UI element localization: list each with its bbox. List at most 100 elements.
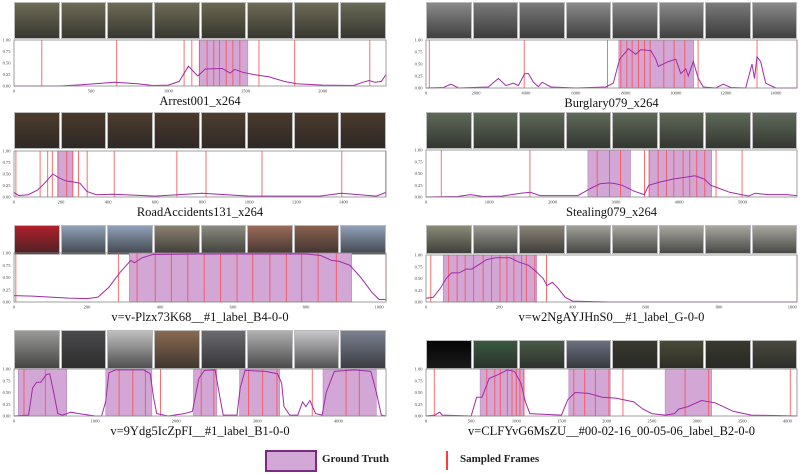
y-tick-label: 0.75: [3, 263, 12, 268]
frame-thumbnail: [426, 2, 472, 39]
score-chart: 0.00 0.25 0.50 0.75 1.00 0 500 1000 1500 2000: [3, 38, 387, 94]
y-tick-label: 1.00: [415, 38, 424, 43]
frame-thumbnail: [200, 330, 247, 369]
score-chart: 0.00 0.25 0.50 0.75 1.00 0 200 400 600 800 1000 120…: [3, 149, 387, 205]
frame-thumbnail: [658, 225, 704, 254]
ground-truth-span: [239, 368, 280, 417]
plot-frame: [425, 39, 798, 89]
panel-title: Arrest001_x264: [159, 94, 241, 108]
anomaly-score-curve: [13, 369, 387, 417]
frame-thumbnail: [200, 225, 247, 255]
frame-thumbnail: [200, 2, 247, 39]
legend-sampled-frames-label: Sampled Frames: [460, 453, 540, 465]
panel-title: RoadAccidents131_x264: [136, 205, 264, 219]
y-tick-label: 1.00: [3, 251, 12, 256]
frame-thumbnail: [705, 112, 751, 149]
x-tick-label: 10000: [670, 91, 682, 96]
y-tick-label: 0.50: [415, 62, 424, 67]
y-tick-label: 0.25: [415, 183, 424, 188]
frame-thumbnail: [247, 2, 293, 39]
x-tick-label: 0: [425, 305, 428, 310]
ground-truth-span: [105, 368, 153, 417]
plot-frame: [13, 252, 387, 303]
x-tick-label: 200: [496, 305, 504, 310]
y-tick-label: 0.25: [3, 72, 12, 77]
frame-thumbnail: [14, 225, 60, 255]
panel-title: v=v-Plzx73K68__#1_label_B4-0-0: [111, 310, 289, 324]
frame-thumbnail: [107, 225, 153, 255]
frame-thumbnail: [153, 2, 200, 39]
x-tick-label: 4000: [334, 419, 344, 424]
anomaly-score-curve: [425, 175, 798, 198]
x-tick-label: 2000: [172, 419, 182, 424]
x-tick-label: 1400: [339, 200, 349, 205]
legend-ground-truth-swatch: [265, 450, 317, 472]
frame-thumbnail: [60, 330, 107, 369]
anomaly-score-curve: [13, 253, 386, 300]
y-tick-label: 1.00: [3, 149, 12, 154]
frame-thumbnail: [658, 2, 704, 39]
frame-thumbnail: [200, 112, 247, 149]
panel-title: v=CLFYvG6MsZU__#00-02-16_00-05-06_label_…: [467, 424, 756, 438]
y-tick-label: 0.50: [3, 390, 12, 395]
y-tick-label: 0.00: [3, 195, 12, 200]
frame-thumbnail: [153, 225, 200, 255]
plot-frame: [13, 368, 387, 417]
y-tick-label: 0.50: [3, 61, 12, 66]
frame-thumbnail: [705, 340, 751, 369]
y-tick-label: 0.00: [415, 414, 424, 419]
x-tick-label: 1000: [164, 89, 174, 94]
y-tick-label: 0.75: [415, 378, 424, 383]
frame-thumbnail: [293, 330, 340, 369]
frame-thumbnail: [14, 112, 60, 149]
y-tick-label: 0.50: [415, 276, 424, 281]
y-tick-label: 0.25: [3, 183, 12, 188]
y-tick-label: 0.00: [3, 300, 12, 305]
frame-thumbnail: [293, 2, 340, 39]
x-tick-label: 3000: [253, 419, 263, 424]
frame-thumbnail: [751, 112, 797, 149]
frame-thumbnail: [247, 225, 293, 255]
x-tick-label: 4000: [783, 419, 793, 424]
y-tick-label: 0.25: [3, 287, 12, 292]
x-tick-label: 1000: [788, 305, 798, 310]
y-tick-label: 0.00: [415, 86, 424, 91]
frame-thumbnail: [519, 112, 565, 149]
frame-thumbnail: [426, 225, 472, 254]
x-tick-label: 8000: [621, 91, 631, 96]
frame-thumbnail: [612, 340, 658, 369]
frame-thumbnail: [107, 112, 153, 149]
frame-thumbnail: [612, 2, 658, 39]
plot-frame: [425, 368, 798, 417]
y-tick-label: 1.00: [3, 367, 12, 372]
ground-truth-span: [18, 368, 67, 417]
frame-thumbnail: [340, 330, 386, 369]
ground-truth-span: [618, 39, 695, 89]
frame-thumbnail: [60, 225, 107, 255]
y-tick-label: 1.00: [3, 38, 12, 43]
panel-title: v=9Ydg5IcZpFI__#1_label_B1-0-0: [110, 424, 290, 438]
anomaly-score-curve: [425, 47, 797, 89]
x-tick-label: 1500: [241, 89, 251, 94]
x-tick-label: 800: [303, 305, 311, 310]
x-tick-label: 1000: [485, 200, 495, 205]
y-tick-label: 0.75: [3, 378, 12, 383]
y-tick-label: 0.00: [415, 195, 424, 200]
x-tick-label: 1000: [512, 419, 522, 424]
ground-truth-span: [664, 368, 712, 417]
score-chart: 0.00 0.25 0.50 0.75 1.00 0 1000 2000 3000 4000: [3, 367, 387, 424]
frame-thumbnail: [658, 340, 704, 369]
x-tick-label: 2000: [548, 200, 558, 205]
frame-thumbnail-strip: [426, 225, 797, 254]
y-tick-label: 0.50: [415, 390, 424, 395]
frame-thumbnail: [340, 225, 386, 255]
frame-thumbnail: [340, 112, 386, 149]
ground-truth-span: [322, 368, 377, 417]
x-tick-label: 1500: [557, 419, 567, 424]
x-tick-label: 400: [105, 200, 113, 205]
y-tick-label: 1.00: [415, 367, 424, 372]
x-tick-label: 500: [468, 419, 476, 424]
x-tick-label: 2000: [471, 91, 481, 96]
y-tick-label: 0.50: [415, 171, 424, 176]
x-tick-label: 0: [425, 419, 428, 424]
